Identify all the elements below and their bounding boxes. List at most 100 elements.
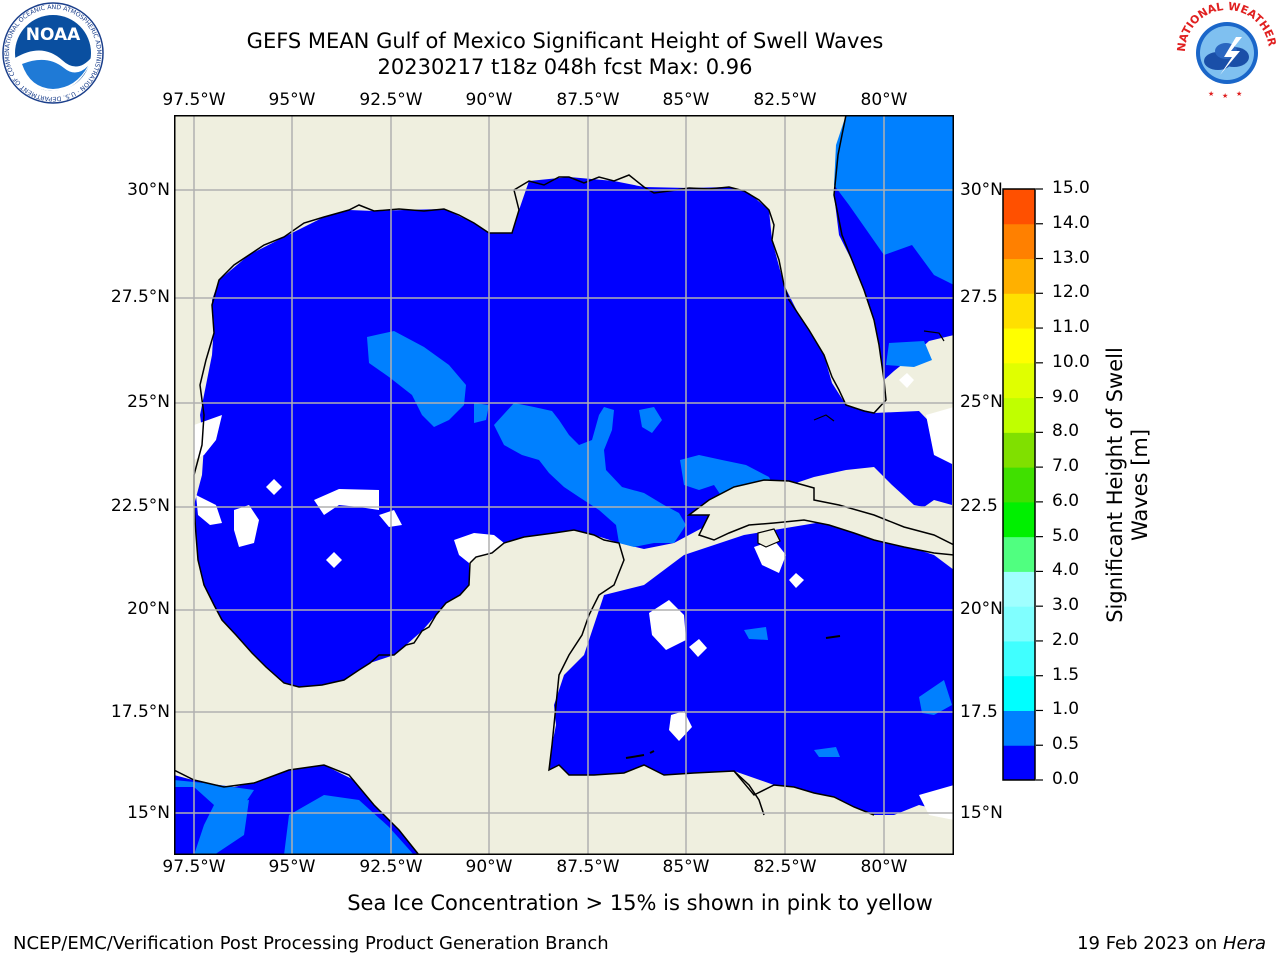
lon-label-bottom: 85°W (662, 857, 710, 877)
colorbar-tick-label: 3.0 (1052, 595, 1080, 616)
swell-0.5-1.0-patch (834, 115, 954, 285)
lat-label-right: 25°N (960, 392, 1003, 412)
colorbar-tick-label: 11.0 (1052, 317, 1090, 338)
colorbar-tick-label: 1.5 (1052, 664, 1080, 685)
colorbar-segment (1003, 606, 1035, 642)
svg-text:★: ★ (1222, 92, 1228, 100)
colorbar-segment (1003, 189, 1035, 225)
colorbar-ticks (1036, 188, 1043, 781)
lat-label-left: 22.5°N (110, 496, 170, 516)
lon-label-bottom: 95°W (268, 857, 316, 877)
lon-label-top: 92.5°W (359, 90, 423, 110)
colorbar-tick-label: 2.0 (1052, 629, 1080, 650)
caribbean-swell-region (549, 520, 954, 815)
colorbar-tick-label: 14.0 (1052, 212, 1090, 233)
lat-label-right: 17.5 (960, 702, 998, 722)
colorbar-segment (1003, 258, 1035, 294)
caribbean-missing-patch (789, 573, 804, 588)
lon-label-top: 82.5°W (753, 90, 817, 110)
lon-label-top: 95°W (268, 90, 316, 110)
caribbean-missing-patch (689, 639, 707, 657)
gulf-of-mexico-map (174, 115, 954, 855)
lon-label-top: 87.5°W (556, 90, 620, 110)
gulf-missing-patch (234, 505, 259, 547)
sea-ice-note: Sea Ice Concentration > 15% is shown in … (347, 891, 933, 915)
honduras-coastline (733, 770, 765, 816)
colorbar-tick-label: 6.0 (1052, 490, 1080, 511)
lat-label-right: 27.5 (960, 287, 998, 307)
pacific-coastline (174, 764, 420, 855)
swell-0.5-1.0-patch (744, 627, 768, 640)
footer-date: 19 Feb 2023 on Hera (1077, 933, 1266, 954)
noaa-logo-text: NOAA (26, 25, 81, 45)
lon-label-top: 85°W (662, 90, 710, 110)
colorbar (1002, 188, 1036, 781)
colorbar-segment (1003, 362, 1035, 399)
footer-host: Hera (1222, 933, 1266, 954)
bahamas-coastline (923, 330, 945, 342)
lat-label-left: 15°N (127, 803, 170, 823)
colorbar-segment (1003, 710, 1035, 746)
cuba-coastline (686, 479, 954, 556)
caribbean-missing-patch (919, 785, 954, 820)
colorbar-tick-label: 7.0 (1052, 456, 1080, 477)
atlantic-missing-patch (926, 407, 954, 465)
footer-date-text: 19 Feb 2023 on (1077, 933, 1223, 954)
colorbar-segment (1003, 293, 1035, 329)
lon-label-bottom: 90°W (465, 857, 513, 877)
colorbar-tick-label: 10.0 (1052, 351, 1090, 372)
colorbar-segment (1003, 675, 1035, 711)
noaa-logo: NATIONAL OCEANIC AND ATMOSPHERIC ADMINIS… (2, 2, 104, 104)
swell-0.5-1.0-patch (919, 680, 952, 715)
lon-label-top: 80°W (860, 90, 908, 110)
colorbar-tick-label: 5.0 (1052, 525, 1080, 546)
colorbar-segment (1003, 397, 1035, 433)
swell-0.5-1.0-patch (639, 407, 662, 433)
florida-keys-coastline (813, 414, 835, 422)
gulf-missing-patch (454, 533, 504, 563)
colorbar-tick-label: 13.0 (1052, 247, 1090, 268)
gulf-missing-patch (266, 479, 282, 495)
lon-label-top: 97.5°W (162, 90, 226, 110)
lat-label-right: 30°N (960, 180, 1003, 200)
colorbar-segment (1003, 328, 1035, 364)
swell-0.5-1.0-patch (284, 795, 414, 855)
caribbean-missing-patch (754, 540, 786, 573)
colorbar-label-line1: Significant Height of Swell (1103, 347, 1127, 623)
lat-label-left: 27.5°N (110, 287, 170, 307)
map-gridlines (174, 115, 954, 855)
lat-label-right: 20°N (960, 599, 1003, 619)
colorbar-label-line2: Waves [m] (1128, 428, 1152, 542)
caribbean-missing-patch (649, 600, 686, 650)
colorbar-segment (1003, 501, 1035, 538)
cayman-coastline (825, 635, 841, 639)
map-frame (174, 115, 954, 855)
lon-label-bottom: 97.5°W (162, 857, 226, 877)
colorbar-tick-label: 1.0 (1052, 699, 1080, 720)
lon-label-bottom: 82.5°W (753, 857, 817, 877)
bay-islands-coastline (625, 750, 655, 759)
colorbar-segment (1003, 223, 1035, 260)
atlantic-missing-patch (899, 373, 914, 388)
swell-0.5-1.0-patch (814, 747, 840, 757)
colorbar-segment (1003, 571, 1035, 607)
svg-text:★: ★ (1208, 90, 1214, 98)
mexico-west-coastline (193, 115, 887, 688)
gulf-missing-patch (314, 489, 379, 515)
colorbar-tick-label: 0.5 (1052, 734, 1080, 755)
lat-label-left: 20°N (127, 599, 170, 619)
lon-label-bottom: 80°W (860, 857, 908, 877)
lat-label-right: 15°N (960, 803, 1003, 823)
lon-label-top: 90°W (465, 90, 513, 110)
isla-juventud-coastline (757, 528, 781, 548)
colorbar-segment (1003, 536, 1035, 572)
colorbar-tick-label: 4.0 (1052, 560, 1080, 581)
swell-0.5-1.0-patch (474, 403, 489, 423)
gulf-swell-region (194, 177, 952, 687)
mexico-coastline (469, 529, 875, 816)
swell-0.5-1.0-patch (494, 403, 686, 547)
nws-logo: NATIONAL WEATHER SERVICE ★ ★ ★ (1176, 1, 1278, 102)
lon-label-bottom: 87.5°W (556, 857, 620, 877)
colorbar-tick-label: 12.0 (1052, 282, 1090, 303)
chart-title-line2: 20230217 t18z 048h fcst Max: 0.96 (377, 55, 753, 79)
